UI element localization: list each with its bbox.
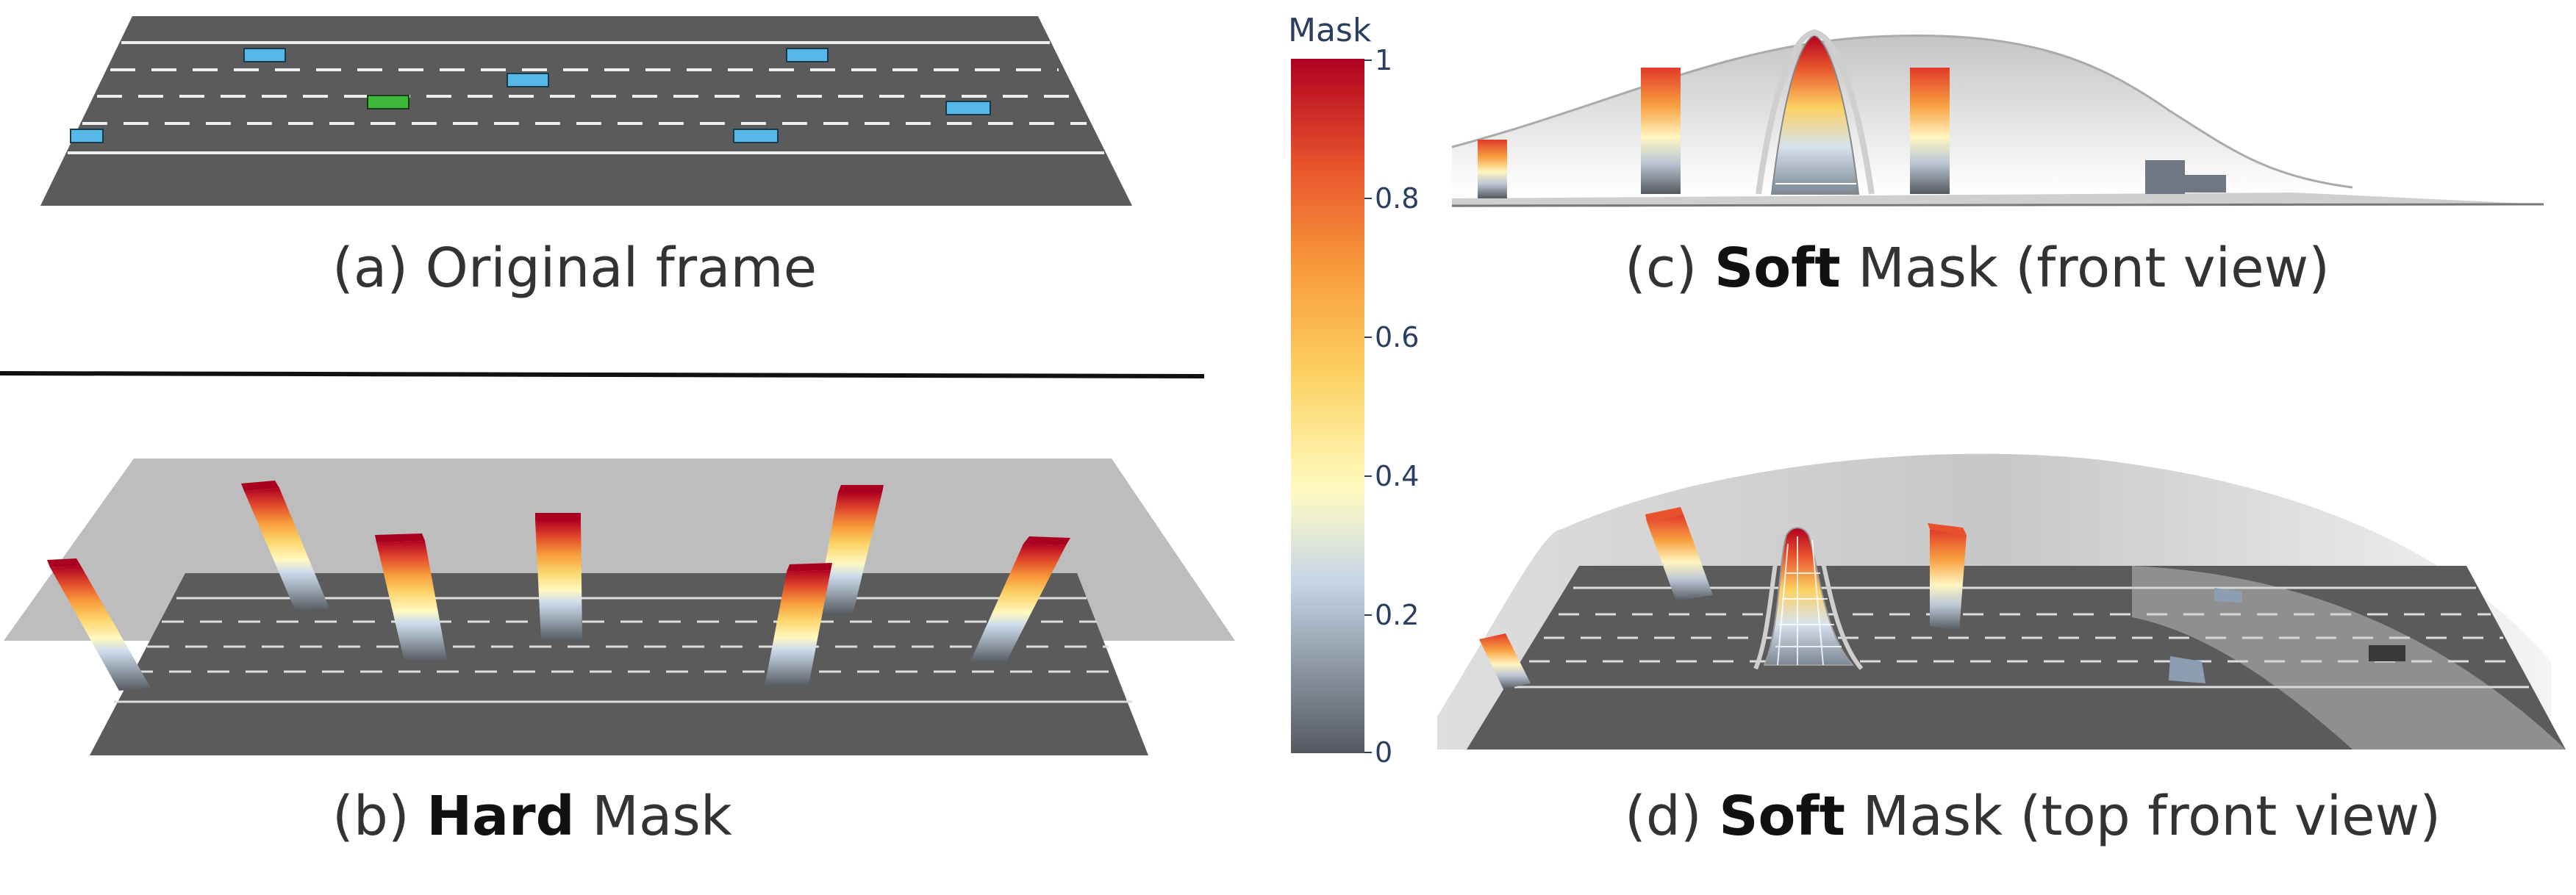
mask-bar-b-2-top	[241, 481, 279, 491]
panel-d-soft-mask-top-front	[1437, 453, 2566, 750]
road-surface-a	[40, 16, 1132, 206]
mask-bar-b-2	[244, 488, 329, 611]
soft-mask-hill-crest-c	[1451, 34, 2353, 189]
mask-bar-b-7	[970, 544, 1066, 663]
mask-bar-b-7-top	[1023, 536, 1070, 545]
colorbar-tick-label-04: 0.4	[1375, 460, 1420, 492]
mask-column-d-1-top	[1645, 507, 1684, 522]
mask-column-c-2	[1641, 68, 1681, 194]
soft-mask-peak-shell-c	[1756, 29, 1875, 195]
colorbar-tick-label-02: 0.2	[1375, 599, 1420, 631]
mask-bar-b-1-top	[47, 558, 81, 567]
soft-mask-hill-c	[1452, 35, 2353, 193]
vehicle-a-1	[243, 48, 286, 62]
soft-mask-shade-d	[2132, 566, 2566, 750]
colorbar-tick-label-06: 0.6	[1375, 321, 1420, 353]
panel-divider	[0, 371, 1205, 378]
panel-b-hard-mask	[4, 459, 1235, 755]
mask-bar-b-4	[535, 520, 582, 641]
dark-patch-d	[2369, 645, 2405, 661]
mask-column-c-1	[1478, 140, 1507, 198]
mask-bar-b-3-top	[375, 533, 425, 542]
caption-d-prefix: (d)	[1625, 785, 1720, 848]
mask-column-c-5	[2185, 175, 2226, 193]
mask-bars-b	[47, 481, 1070, 691]
peak-wireframe-d	[1775, 536, 1842, 666]
mask-column-d-2-top	[1928, 523, 1967, 535]
colorbar-title: Mask	[1288, 12, 1372, 49]
caption-c-bold: Soft	[1714, 237, 1841, 300]
mask-bar-b-1	[50, 566, 151, 691]
caption-a: (a) Original frame	[332, 237, 817, 300]
mask-column-c-3	[1910, 68, 1950, 194]
colorbar-gradient	[1291, 59, 1364, 753]
colorbar	[1291, 59, 1372, 753]
caption-c: (c) Soft Mask (front view)	[1625, 237, 2330, 300]
mask-bar-b-6-top	[787, 563, 832, 572]
mask-column-d-3	[1479, 633, 1531, 689]
soft-mask-peak-shell-d	[1753, 522, 1864, 670]
vehicle-a-4	[945, 101, 991, 115]
caption-c-prefix: (c)	[1625, 237, 1714, 300]
mask-column-d-2	[1930, 529, 1967, 630]
caption-b-suffix: Mask	[574, 785, 732, 848]
caption-a-text: (a) Original frame	[332, 237, 817, 300]
mask-bar-b-5	[816, 492, 882, 614]
ego-vehicle-a	[367, 95, 409, 109]
panel-c-soft-mask-front	[1451, 29, 2544, 207]
caption-d-suffix: Mask (top front view)	[1845, 785, 2441, 848]
mask-column-c-4	[2145, 160, 2185, 194]
mask-column-d-5	[2214, 588, 2242, 603]
road-surface-b	[90, 573, 1148, 755]
caption-d-bold: Soft	[1719, 785, 1845, 848]
colorbar-tick-label-0: 0	[1375, 736, 1393, 769]
caption-d: (d) Soft Mask (top front view)	[1625, 785, 2441, 848]
vehicle-a-3	[507, 73, 549, 87]
mask-bar-b-5-top	[838, 485, 884, 492]
mask-column-d-1	[1647, 514, 1713, 601]
vehicle-a-2	[786, 48, 829, 62]
mask-bar-b-6	[765, 570, 831, 686]
caption-b-prefix: (b)	[332, 785, 427, 848]
road-surface-d	[1467, 566, 2566, 750]
mask-column-d-4	[2169, 656, 2205, 683]
vehicle-a-5	[70, 129, 104, 143]
panel-a-original-frame	[40, 16, 1132, 206]
caption-b-bold: Hard	[426, 785, 575, 848]
vehicle-a-6	[733, 129, 779, 143]
caption-b: (b) Hard Mask	[332, 785, 732, 848]
ground-edge-c	[1451, 203, 2544, 207]
colorbar-tick-label-08: 0.8	[1375, 182, 1420, 215]
mask-bar-b-4-top	[535, 513, 581, 520]
colorbar-tick-label-1: 1	[1375, 44, 1393, 76]
mask-bar-b-3	[376, 541, 447, 661]
caption-c-suffix: Mask (front view)	[1840, 237, 2330, 300]
